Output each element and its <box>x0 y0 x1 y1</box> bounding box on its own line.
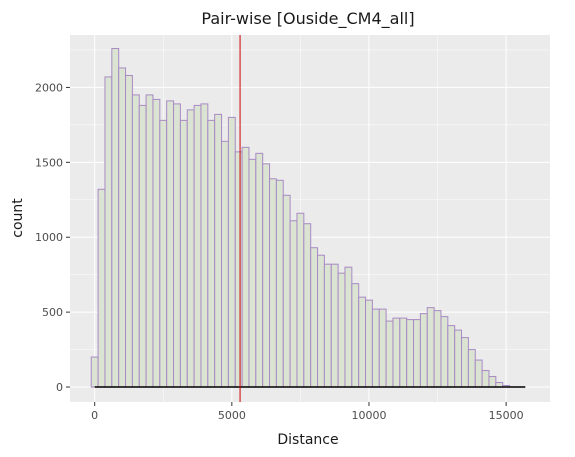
y-tick-label: 0 <box>56 381 63 394</box>
histogram-bar <box>138 104 147 388</box>
histogram-bar <box>399 317 408 388</box>
histogram-bar <box>413 319 421 388</box>
histogram-bar <box>385 320 394 388</box>
y-tick-label: 2000 <box>35 81 63 94</box>
histogram-bar <box>371 308 380 388</box>
histogram-bar <box>337 272 346 388</box>
histogram-bar <box>323 263 332 388</box>
y-tick-label: 1500 <box>35 156 63 169</box>
histogram-bar <box>481 370 490 388</box>
histogram-bar <box>365 299 373 388</box>
histogram-bar <box>166 100 175 388</box>
histogram-bar <box>152 98 161 388</box>
histogram-bar <box>193 104 202 388</box>
histogram-bar <box>344 266 353 388</box>
histogram-bar <box>378 308 387 388</box>
histogram-bar <box>426 307 435 388</box>
histogram-bar <box>227 116 236 388</box>
histogram-bar <box>221 140 229 388</box>
histogram-bar <box>241 146 250 388</box>
histogram-bar <box>440 316 449 388</box>
histogram-bar <box>317 254 325 388</box>
histogram-bar <box>118 67 127 388</box>
y-tick-label: 500 <box>42 306 63 319</box>
histogram-bar <box>289 220 298 388</box>
histogram-bar <box>234 151 243 388</box>
histogram-bar <box>262 163 271 388</box>
histogram-bar <box>303 223 312 388</box>
histogram-bar <box>214 113 223 388</box>
histogram-bar <box>97 188 106 388</box>
histogram-bar <box>159 119 168 388</box>
x-tick-label: 10000 <box>351 409 386 422</box>
y-axis-title: count <box>10 198 26 238</box>
histogram-bar <box>474 359 483 388</box>
histogram-bar <box>419 313 428 388</box>
histogram-bar <box>207 119 216 388</box>
histogram-bar <box>461 337 469 388</box>
histogram-bar <box>358 296 367 388</box>
histogram-bar <box>131 94 140 388</box>
histogram-bar <box>275 179 284 388</box>
histogram-bar <box>186 109 195 388</box>
histogram-bar <box>269 178 277 388</box>
chart-title: Pair-wise [Ouside_CM4_all] <box>201 9 414 29</box>
histogram-bar <box>296 212 305 388</box>
y-tick-label: 1000 <box>35 231 63 244</box>
histogram-bar <box>330 263 339 388</box>
histogram-bar <box>351 283 360 388</box>
histogram-bar <box>406 319 415 388</box>
histogram-bar <box>392 317 401 388</box>
histogram-bar <box>310 247 319 388</box>
x-tick-label: 15000 <box>489 409 524 422</box>
histogram-bar <box>104 76 113 388</box>
x-tick-label: 0 <box>91 409 98 422</box>
x-tick-label: 5000 <box>218 409 246 422</box>
histogram-bar <box>248 158 257 388</box>
histogram-bar <box>447 325 456 388</box>
histogram-bar <box>125 74 133 388</box>
histogram-bar <box>467 349 476 388</box>
histogram-bar <box>200 103 209 388</box>
axis-ticks: 0 5000 10000 15000 0 500 1000 1500 2000 <box>35 81 524 422</box>
x-axis-title: Distance <box>277 432 338 448</box>
histogram-bar <box>282 194 291 388</box>
histogram-bar <box>454 329 463 388</box>
histogram-bar <box>255 152 264 388</box>
histogram-bars <box>90 47 511 388</box>
histogram-bar <box>90 356 99 388</box>
histogram-bar <box>173 103 181 388</box>
overlay-lines <box>94 35 526 402</box>
histogram-bar <box>433 310 442 388</box>
histogram-bar <box>145 94 154 388</box>
histogram-bar <box>111 47 120 388</box>
histogram-bar <box>488 376 497 388</box>
histogram-bar <box>179 119 188 388</box>
